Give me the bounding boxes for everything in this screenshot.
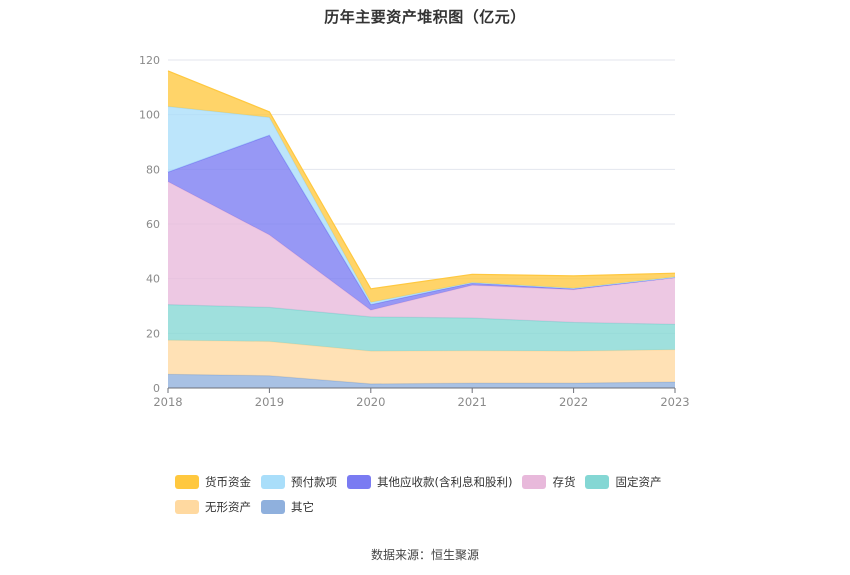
legend-swatch <box>522 475 547 489</box>
legend-item[interactable]: 无形资产 <box>175 499 251 515</box>
y-tick-label: 100 <box>139 109 160 122</box>
x-tick-label: 2023 <box>660 395 689 409</box>
area-series-6[interactable] <box>168 70 675 303</box>
legend-swatch <box>261 475 285 489</box>
y-tick-label: 80 <box>146 163 160 176</box>
legend-item[interactable]: 其它 <box>261 499 314 515</box>
y-tick-label: 40 <box>146 273 160 286</box>
legend-label: 预付款项 <box>291 475 337 489</box>
legend-swatch <box>347 475 371 489</box>
legend-label: 无形资产 <box>205 500 251 514</box>
line-series-6 <box>167 70 676 290</box>
y-tick-label: 120 <box>139 54 160 67</box>
x-tick-label: 2021 <box>458 395 487 409</box>
legend-label: 其它 <box>291 500 314 514</box>
area-series-4[interactable] <box>168 135 675 311</box>
y-tick-label: 20 <box>146 327 160 340</box>
legend-label: 其他应收款(含利息和股利) <box>377 475 513 489</box>
chart-legend: 货币资金 预付款项 其他应收款(含利息和股利) 存货 固定资产无形资产 其它 <box>175 474 695 515</box>
x-tick-label: 2018 <box>153 395 182 409</box>
legend-swatch <box>175 500 199 514</box>
stacked-area-chart: 0 20 40 60 80 100 120 2018 2019 2020 2021 2022 2023 <box>139 54 690 409</box>
legend-item[interactable]: 固定资产 <box>585 474 661 490</box>
x-tick-label: 2022 <box>559 395 588 409</box>
legend-swatch <box>261 500 285 514</box>
legend-item[interactable]: 存货 <box>522 474 575 490</box>
area-layer <box>167 70 676 388</box>
legend-label: 固定资产 <box>615 475 662 489</box>
area-series-5[interactable] <box>168 106 675 305</box>
line-series-5 <box>167 105 676 304</box>
y-tick-label: 60 <box>146 218 160 231</box>
area-series-2[interactable] <box>168 304 675 352</box>
legend-label: 货币资金 <box>205 475 251 489</box>
legend-item[interactable]: 其他应收款(含利息和股利) <box>347 474 512 490</box>
x-tick-label: 2020 <box>356 395 385 409</box>
area-series-0[interactable] <box>168 374 675 388</box>
data-source: 数据来源：恒生聚源 <box>370 548 479 562</box>
y-tick-label: 0 <box>153 382 160 395</box>
legend-swatch <box>175 475 199 489</box>
legend-item[interactable]: 货币资金 <box>175 474 251 490</box>
axis-layer: 0 20 40 60 80 100 120 2018 2019 2020 2021 2022 2023 <box>139 54 690 409</box>
legend-swatch <box>585 475 610 489</box>
x-tick-label: 2019 <box>255 395 284 409</box>
legend-item[interactable]: 预付款项 <box>261 474 337 490</box>
legend-label: 存货 <box>552 475 576 489</box>
chart-title: 历年主要资产堆积图（亿元） <box>324 8 526 26</box>
